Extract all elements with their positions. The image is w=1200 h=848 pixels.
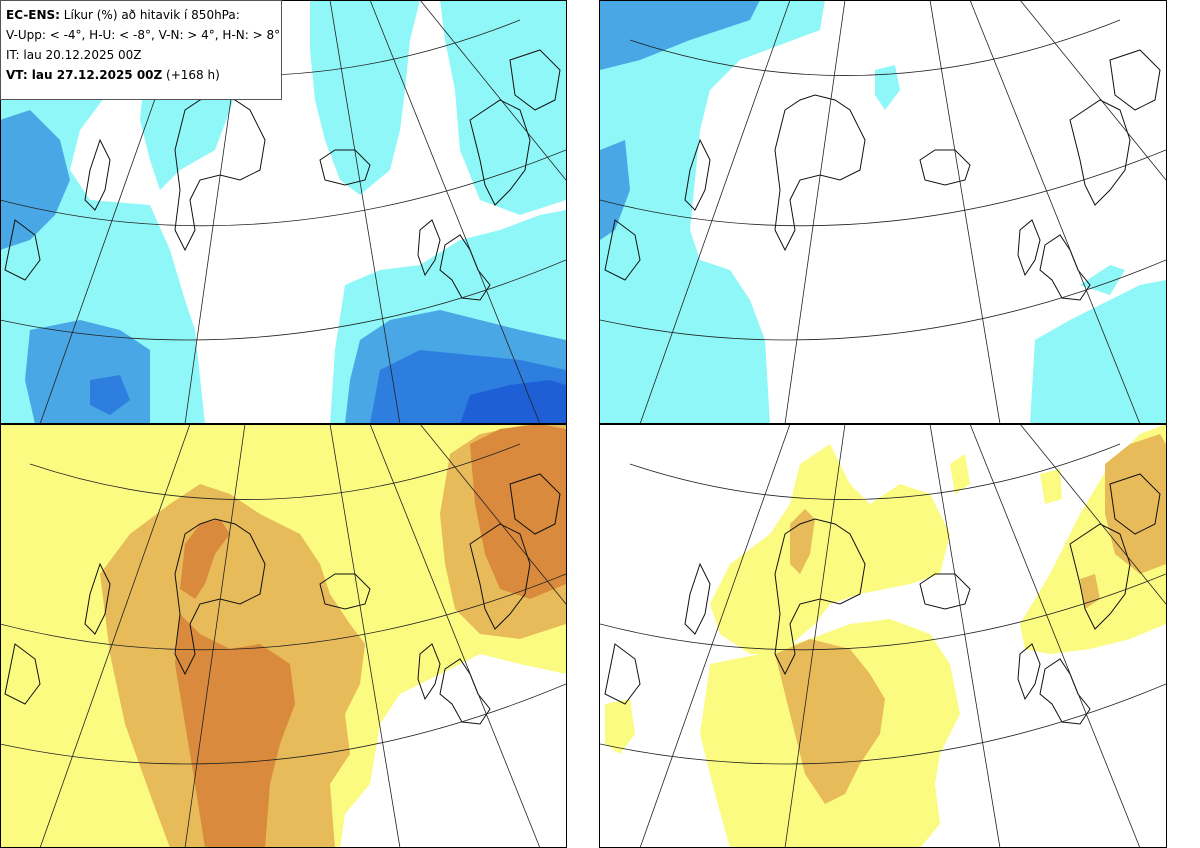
valid-time: VT: lau 27.12.2025 00Z (+168 h) [6,65,276,85]
graticule [0,424,566,848]
map-panel-h-n: 100 95 65 35 5 [600,424,1166,848]
map-panel-v-n: 100 95 65 35 5 [0,424,566,848]
threshold-legend: V-Upp: < -4°, H-U: < -8°, V-N: > 4°, H-N… [6,28,281,42]
coastlines [604,473,1161,725]
prob-area-5-35 [600,0,1166,424]
initial-time: IT: lau 20.12.2025 00Z [6,48,142,62]
prob-area-65-95 [175,424,566,848]
probability-map [600,424,1166,848]
prob-area-35-65 [600,0,760,240]
valid-time-label: VT: lau 27.12.2025 00Z [6,68,163,82]
model-name: EC-ENS: [6,8,60,22]
prob-area-95-100 [460,380,566,424]
coastlines [4,49,561,301]
probability-map [600,0,1166,424]
graticule [600,424,1166,848]
forecast-info-box: EC-ENS: Líkur (%) að hitavik í 850hPa: V… [0,0,282,100]
variable-description: Líkur (%) að hitavik í 850hPa: [63,8,240,22]
map-panel-h-u: 100 95 65 35 5 [600,0,1166,424]
graticule [600,0,1166,424]
prob-area-5-35 [605,424,1166,848]
probability-map [0,424,566,848]
lead-time: (+168 h) [166,68,220,82]
model-description: EC-ENS: Líkur (%) að hitavik í 850hPa: [6,5,276,25]
prob-area-35-65 [775,434,1166,804]
